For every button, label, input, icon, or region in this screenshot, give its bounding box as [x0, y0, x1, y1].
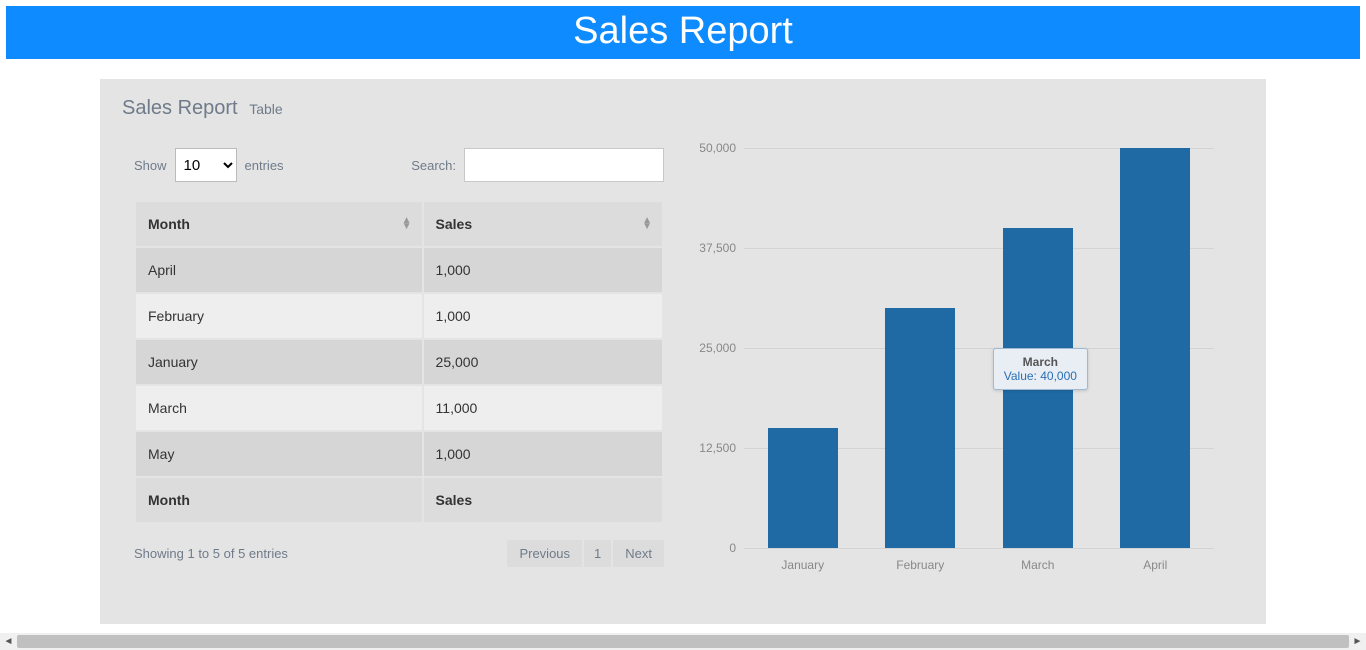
banner-title: Sales Report: [573, 10, 793, 52]
table-cell: 11,000: [424, 386, 662, 430]
sort-icon: ▲▼: [402, 218, 412, 230]
scroll-left-icon[interactable]: ◄: [0, 633, 17, 650]
show-entries: Show 10 entries: [134, 148, 284, 182]
col-footer-month: Month: [136, 478, 422, 522]
sort-icon: ▲▼: [642, 218, 652, 230]
prev-button[interactable]: Previous: [507, 540, 582, 567]
grid-line: [744, 548, 1214, 549]
page-size-select[interactable]: 10: [175, 148, 237, 182]
y-tick-label: 0: [729, 541, 736, 555]
bar-slot: [862, 308, 980, 548]
y-tick-label: 12,500: [699, 441, 736, 455]
bar-slot: [1097, 148, 1215, 548]
col-header-sales-label: Sales: [436, 216, 473, 232]
pager: Previous 1 Next: [507, 540, 664, 567]
x-tick-label: February: [862, 558, 980, 572]
sales-chart: 012,50025,00037,50050,000 JanuaryFebruar…: [684, 148, 1224, 598]
x-tick-label: April: [1097, 558, 1215, 572]
table-cell: 1,000: [424, 294, 662, 338]
search-input[interactable]: [464, 148, 664, 182]
bar-slot: [744, 428, 862, 548]
table-cell: April: [136, 248, 422, 292]
x-tick-label: March: [979, 558, 1097, 572]
sales-table: Month ▲▼ Sales ▲▼ April1,000February1,00…: [134, 200, 664, 524]
table-cell: 1,000: [424, 432, 662, 476]
col-header-month[interactable]: Month ▲▼: [136, 202, 422, 246]
page-banner: Sales Report: [6, 6, 1360, 59]
page-button-1[interactable]: 1: [584, 540, 611, 567]
chart-tooltip: March Value: 40,000: [993, 348, 1088, 390]
col-header-month-label: Month: [148, 216, 190, 232]
horizontal-scrollbar[interactable]: ◄ ►: [0, 633, 1366, 650]
next-button[interactable]: Next: [613, 540, 664, 567]
table-cell: February: [136, 294, 422, 338]
table-row: January25,000: [136, 340, 662, 384]
show-label: Show: [134, 158, 167, 173]
table-cell: 1,000: [424, 248, 662, 292]
tooltip-title: March: [1004, 355, 1077, 369]
x-tick-label: January: [744, 558, 862, 572]
tooltip-value: Value: 40,000: [1004, 369, 1077, 383]
y-tick-label: 25,000: [699, 341, 736, 355]
table-cell: May: [136, 432, 422, 476]
search-wrap: Search:: [411, 148, 664, 182]
search-label: Search:: [411, 158, 456, 173]
y-tick-label: 50,000: [699, 141, 736, 155]
panel-title: Sales Report Table: [122, 97, 1244, 120]
table-cell: 25,000: [424, 340, 662, 384]
table-info: Showing 1 to 5 of 5 entries: [134, 546, 288, 561]
chart-bar[interactable]: [768, 428, 838, 548]
chart-bar[interactable]: [885, 308, 955, 548]
report-panel: Sales Report Table Show 10 entries Searc…: [100, 79, 1266, 624]
scroll-track[interactable]: [17, 635, 1349, 648]
table-row: March11,000: [136, 386, 662, 430]
table-row: February1,000: [136, 294, 662, 338]
col-header-sales[interactable]: Sales ▲▼: [424, 202, 662, 246]
table-row: April1,000: [136, 248, 662, 292]
entries-label: entries: [245, 158, 284, 173]
chart-bar[interactable]: [1120, 148, 1190, 548]
table-cell: January: [136, 340, 422, 384]
col-footer-sales: Sales: [424, 478, 662, 522]
scroll-right-icon[interactable]: ►: [1349, 633, 1366, 650]
panel-title-sub: Table: [249, 101, 282, 117]
table-row: May1,000: [136, 432, 662, 476]
y-tick-label: 37,500: [699, 241, 736, 255]
panel-title-main: Sales Report: [122, 97, 238, 119]
table-cell: March: [136, 386, 422, 430]
